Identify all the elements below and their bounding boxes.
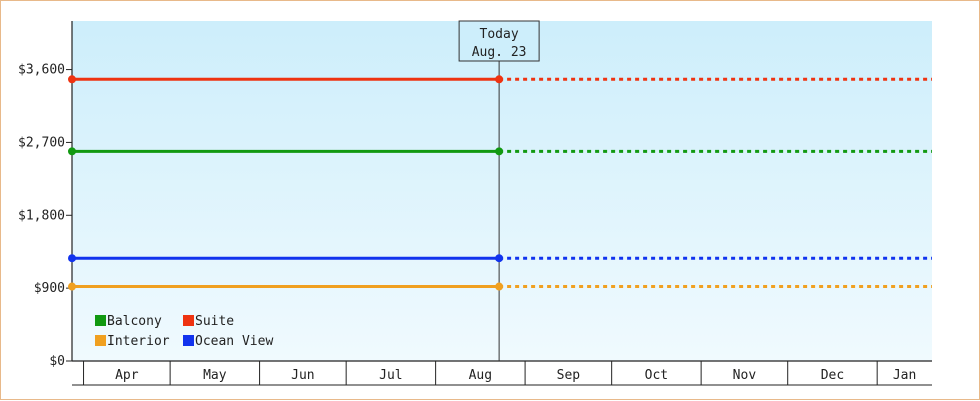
month-label: Sep: [557, 368, 581, 383]
month-label: Jan: [893, 368, 916, 383]
today-date: Aug. 23: [472, 45, 527, 60]
series-ocean-view: [68, 254, 932, 263]
legend-swatch-interior: [95, 335, 106, 346]
legend-label-balcony: Balcony: [107, 314, 162, 329]
month-label: Jul: [379, 368, 402, 383]
series-interior: [68, 282, 932, 291]
data-point-suite: [68, 75, 76, 84]
y-tick-label: $0: [49, 354, 65, 369]
month-label: Aug: [469, 368, 492, 383]
legend-swatch-ocean-view: [183, 335, 194, 346]
plot-area: [72, 21, 932, 361]
y-tick-label: $2,700: [18, 135, 65, 150]
data-point-balcony: [68, 147, 76, 156]
data-point-suite: [495, 75, 504, 84]
data-point-balcony: [495, 147, 504, 156]
y-axis: $0 $900 $1,800 $2,700 $3,600: [18, 21, 73, 369]
data-point-interior: [68, 282, 76, 291]
month-label: Oct: [645, 368, 668, 383]
data-point-interior: [495, 282, 504, 291]
legend-label-interior: Interior: [107, 334, 170, 349]
legend-swatch-balcony: [95, 315, 106, 326]
legend-label-ocean-view: Ocean View: [195, 334, 273, 349]
legend: Balcony Suite Interior Ocean View: [95, 314, 273, 349]
y-tick-label: $1,800: [18, 208, 65, 223]
data-point-ocean-view: [68, 254, 76, 263]
y-tick-label: $3,600: [18, 63, 65, 78]
today-marker: Today Aug. 23: [458, 20, 540, 361]
today-box: [458, 20, 540, 62]
x-axis: Apr May Jun Jul Aug Sep Oct Nov Dec Jan: [72, 360, 932, 386]
series-suite: [68, 75, 932, 84]
month-label: Dec: [821, 368, 844, 383]
month-label: Nov: [733, 368, 757, 383]
month-label: Jun: [291, 368, 314, 383]
y-tick-label: $900: [34, 281, 65, 296]
data-point-ocean-view: [495, 254, 504, 263]
legend-label-suite: Suite: [195, 314, 234, 329]
series-balcony: [68, 147, 932, 156]
today-label: Today: [480, 27, 519, 42]
series-layer: [68, 75, 932, 291]
month-label: May: [203, 368, 227, 383]
legend-swatch-suite: [183, 315, 194, 326]
month-label: Apr: [115, 368, 139, 383]
